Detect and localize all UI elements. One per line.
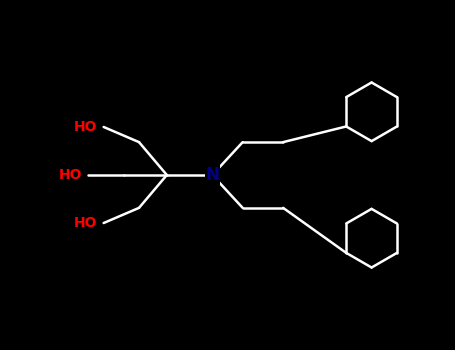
Text: HO: HO [74,120,97,134]
Text: HO: HO [59,168,82,182]
Text: N: N [205,166,219,184]
Text: HO: HO [74,216,97,230]
